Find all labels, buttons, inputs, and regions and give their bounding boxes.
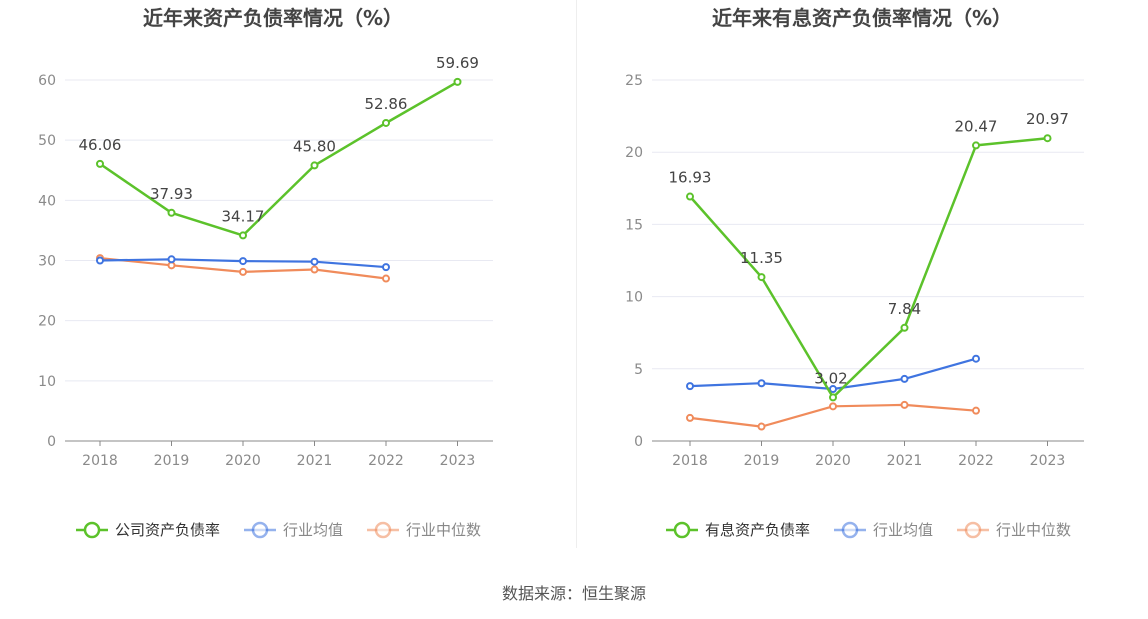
legend-label: 行业中位数 bbox=[406, 521, 481, 539]
data-label: 3.02 bbox=[814, 369, 847, 387]
data-label: 20.47 bbox=[955, 117, 998, 135]
data-point bbox=[686, 382, 694, 391]
data-point bbox=[382, 118, 390, 127]
data-point bbox=[239, 267, 247, 276]
data-point bbox=[1043, 134, 1052, 143]
legend-label: 行业均值 bbox=[873, 521, 933, 539]
series-line bbox=[689, 136, 1048, 399]
data-point bbox=[900, 374, 909, 383]
y-tick-label: 60 bbox=[38, 73, 56, 89]
data-label: 45.80 bbox=[293, 137, 336, 155]
x-tick-label: 2018 bbox=[672, 453, 708, 469]
y-tick-label: 0 bbox=[47, 434, 56, 450]
y-tick-label: 20 bbox=[38, 314, 56, 330]
data-point bbox=[972, 406, 980, 415]
data-point bbox=[829, 393, 837, 402]
y-tick-label: 25 bbox=[625, 73, 643, 89]
data-point bbox=[686, 413, 694, 422]
y-tick-label: 5 bbox=[634, 362, 643, 378]
data-point bbox=[972, 141, 980, 150]
data-point bbox=[900, 323, 909, 332]
data-point bbox=[757, 379, 766, 388]
panel-divider bbox=[576, 0, 577, 548]
legend-marker-circle bbox=[83, 521, 101, 539]
x-tick-label: 2023 bbox=[1030, 453, 1066, 469]
data-point bbox=[900, 400, 909, 409]
x-tick-label: 2022 bbox=[368, 453, 404, 469]
data-point bbox=[310, 257, 319, 266]
legend-label: 有息资产负债率 bbox=[705, 521, 810, 539]
data-label: 52.86 bbox=[365, 95, 408, 113]
data-point bbox=[686, 192, 694, 201]
data-point bbox=[167, 255, 176, 264]
data-point bbox=[382, 263, 390, 272]
y-tick-label: 15 bbox=[625, 217, 643, 233]
data-point bbox=[239, 257, 247, 266]
legend-label: 行业中位数 bbox=[996, 521, 1071, 539]
data-label: 37.93 bbox=[150, 185, 193, 203]
legend-label: 行业均值 bbox=[283, 521, 343, 539]
legend-marker-circle bbox=[374, 521, 392, 539]
y-tick-label: 0 bbox=[634, 434, 643, 450]
data-label: 7.84 bbox=[888, 300, 921, 318]
data-point bbox=[382, 274, 390, 283]
data-point bbox=[310, 265, 319, 274]
source-note: 数据来源：恒生聚源 bbox=[501, 584, 646, 603]
data-point bbox=[829, 385, 837, 394]
x-tick-label: 2019 bbox=[154, 453, 190, 469]
x-tick-label: 2020 bbox=[225, 453, 261, 469]
y-tick-label: 10 bbox=[38, 374, 56, 390]
data-point bbox=[757, 273, 766, 282]
data-point bbox=[310, 161, 319, 170]
x-tick-label: 2021 bbox=[297, 453, 333, 469]
x-tick-label: 2021 bbox=[887, 453, 923, 469]
legend-label: 公司资产负债率 bbox=[115, 521, 220, 539]
chart-title: 近年来有息资产负债率情况（%） bbox=[712, 6, 1012, 30]
x-tick-label: 2019 bbox=[744, 453, 780, 469]
legend-marker-circle bbox=[964, 521, 982, 539]
data-label: 46.06 bbox=[79, 136, 122, 154]
data-point bbox=[757, 422, 766, 431]
data-point bbox=[96, 159, 104, 168]
data-point bbox=[239, 231, 247, 240]
legend-marker-circle bbox=[841, 521, 859, 539]
legend-marker-circle bbox=[673, 521, 691, 539]
x-tick-label: 2018 bbox=[82, 453, 118, 469]
x-tick-label: 2022 bbox=[958, 453, 994, 469]
x-tick-label: 2023 bbox=[440, 453, 476, 469]
data-label: 34.17 bbox=[222, 207, 265, 225]
data-label: 59.69 bbox=[436, 54, 479, 72]
legend-marker-circle bbox=[251, 521, 269, 539]
data-point bbox=[96, 256, 104, 265]
y-tick-label: 30 bbox=[38, 254, 56, 270]
y-tick-label: 50 bbox=[38, 133, 56, 149]
x-tick-label: 2020 bbox=[815, 453, 851, 469]
data-label: 20.97 bbox=[1026, 110, 1069, 128]
series-line bbox=[99, 80, 459, 237]
data-point bbox=[453, 77, 462, 86]
y-tick-label: 40 bbox=[38, 193, 56, 209]
data-label: 16.93 bbox=[669, 169, 712, 187]
y-tick-label: 10 bbox=[625, 290, 643, 306]
data-point bbox=[972, 354, 980, 363]
data-point bbox=[167, 208, 176, 217]
y-tick-label: 20 bbox=[625, 145, 643, 161]
data-point bbox=[829, 402, 837, 411]
data-label: 11.35 bbox=[740, 249, 783, 267]
chart-title: 近年来资产负债率情况（%） bbox=[143, 6, 403, 30]
